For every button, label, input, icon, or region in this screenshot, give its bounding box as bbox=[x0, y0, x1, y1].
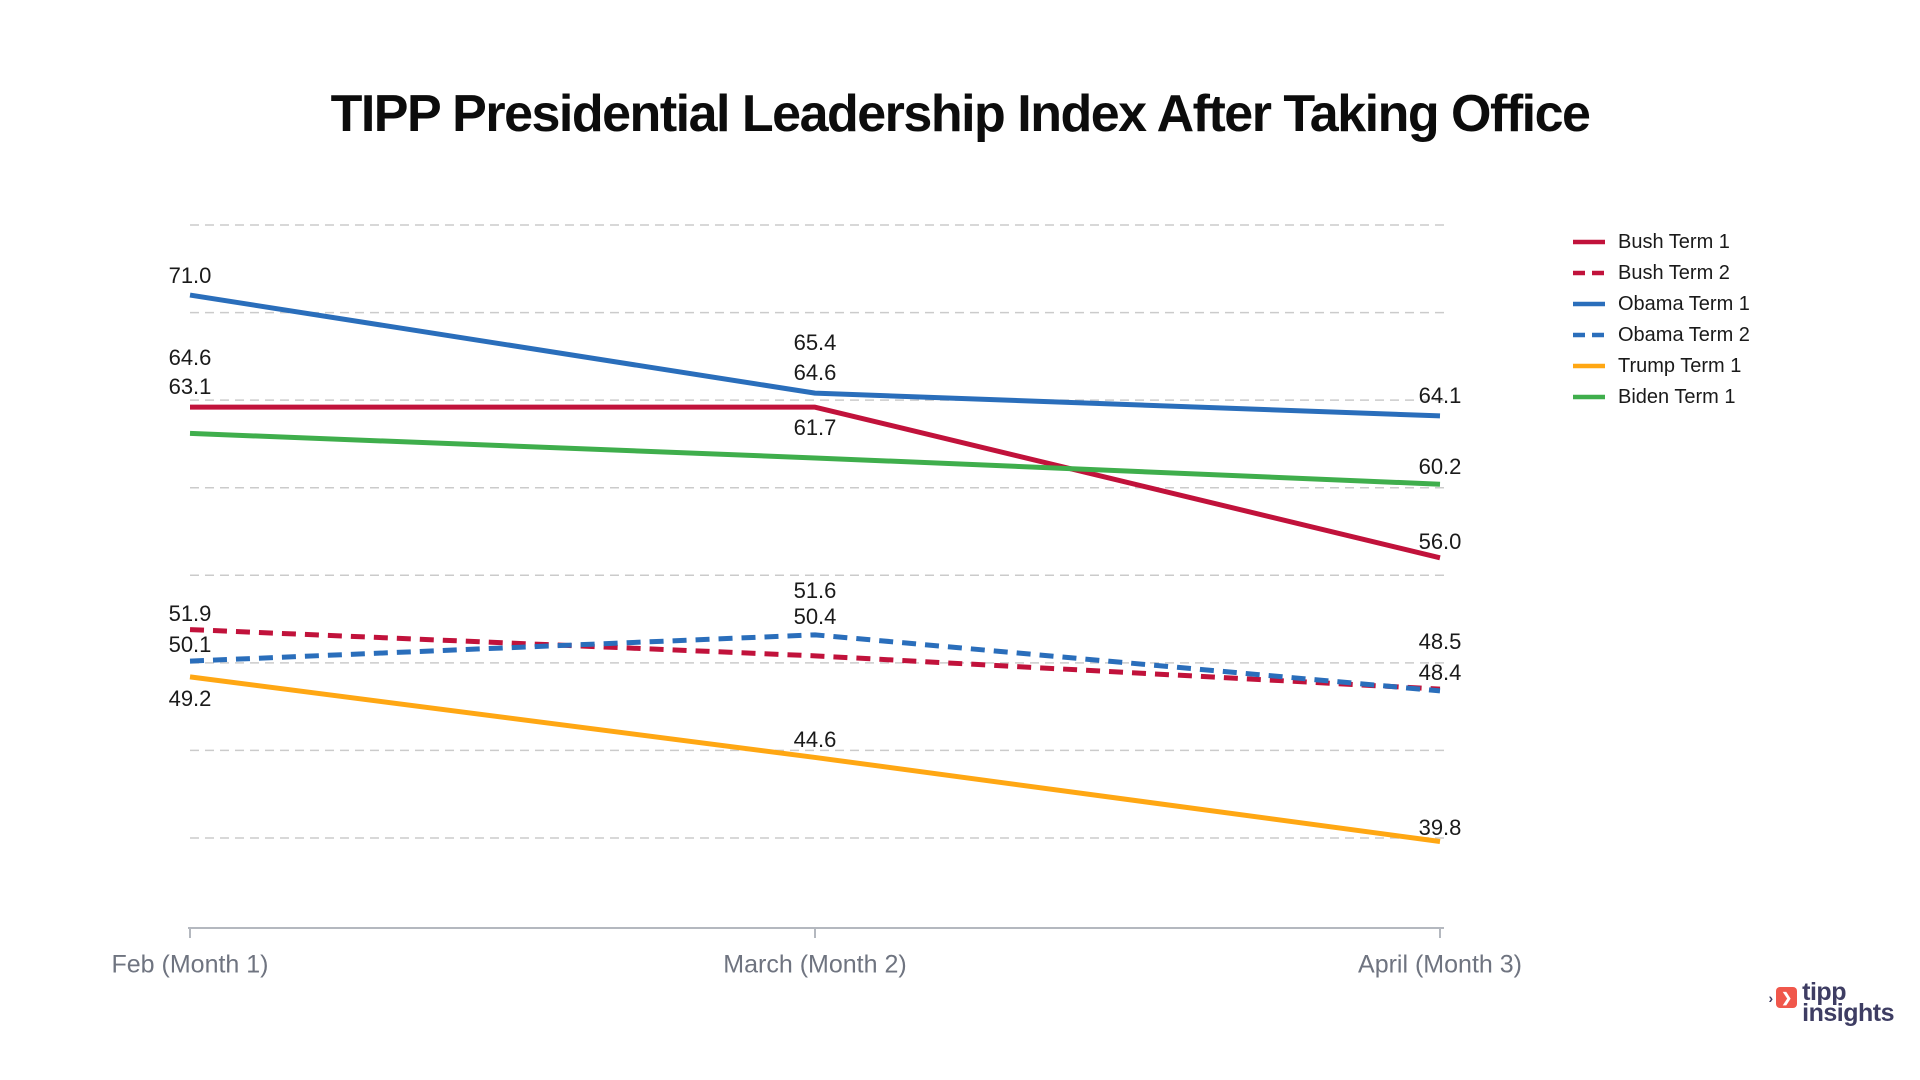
value-label-bush-term-2-1: 50.4 bbox=[793, 603, 837, 629]
value-label-bush-term-2-0: 51.9 bbox=[168, 600, 212, 626]
value-label-biden-term-1-1: 61.7 bbox=[793, 414, 837, 440]
value-label-obama-term-2-0: 50.1 bbox=[168, 632, 212, 658]
legend-item-bush-term-2: Bush Term 2 bbox=[1572, 261, 1750, 285]
legend-item-trump-term-1: Trump Term 1 bbox=[1572, 354, 1750, 378]
legend-swatch-icon bbox=[1573, 270, 1605, 276]
series-line-bush-term-2 bbox=[189, 627, 1441, 692]
value-label-obama-term-1-1: 65.4 bbox=[793, 330, 837, 356]
legend-label: Bush Term 1 bbox=[1618, 230, 1730, 253]
logo-word-tipp: tipp bbox=[1802, 978, 1846, 1006]
logo-arrow-icon: ❯ bbox=[1776, 987, 1798, 1008]
legend-item-obama-term-2: Obama Term 2 bbox=[1572, 323, 1750, 347]
legend-item-obama-term-1: Obama Term 1 bbox=[1572, 292, 1750, 316]
x-axis-label-1: March (Month 2) bbox=[723, 950, 907, 979]
series-line-bush-term-1 bbox=[190, 404, 1441, 561]
legend-swatch-icon bbox=[1573, 394, 1605, 400]
logo-spark-icon: › bbox=[1768, 990, 1772, 1006]
value-label-trump-term-1-2: 39.8 bbox=[1418, 814, 1462, 840]
value-label-obama-term-1-2: 64.1 bbox=[1418, 382, 1462, 408]
series-line-trump-term-1 bbox=[189, 674, 1441, 844]
legend-swatch-icon bbox=[1573, 363, 1605, 369]
chart-title: TIPP Presidential Leadership Index After… bbox=[330, 85, 1591, 143]
value-label-bush-term-1-2: 56.0 bbox=[1418, 528, 1462, 554]
x-axis-label-0: Feb (Month 1) bbox=[111, 950, 269, 979]
value-label-obama-term-2-2: 48.4 bbox=[1418, 659, 1462, 685]
legend-item-biden-term-1: Biden Term 1 bbox=[1572, 385, 1750, 409]
series-line-obama-term-2 bbox=[189, 632, 1441, 694]
series-line-obama-term-1 bbox=[189, 292, 1441, 419]
legend: Bush Term 1 Bush Term 2 Obama Term 1 Obama … bbox=[1572, 230, 1750, 409]
x-axis-label-2: April (Month 3) bbox=[1358, 950, 1522, 979]
legend-swatch-icon bbox=[1573, 332, 1605, 338]
value-label-obama-term-1-0: 71.0 bbox=[168, 263, 212, 289]
value-label-bush-term-1-0: 64.6 bbox=[168, 345, 212, 371]
legend-label: Trump Term 1 bbox=[1618, 354, 1742, 377]
value-label-biden-term-1-2: 60.2 bbox=[1418, 454, 1462, 480]
value-label-bush-term-1-1: 64.6 bbox=[793, 360, 837, 386]
legend-label: Biden Term 1 bbox=[1618, 385, 1736, 408]
logo-wordmark: tipp insights bbox=[1802, 978, 1894, 1027]
legend-swatch-icon bbox=[1573, 239, 1605, 245]
legend-label: Obama Term 1 bbox=[1618, 292, 1750, 315]
legend-item-bush-term-1: Bush Term 1 bbox=[1572, 230, 1750, 254]
value-label-trump-term-1-1: 44.6 bbox=[793, 727, 837, 753]
legend-label: Obama Term 2 bbox=[1618, 323, 1750, 346]
legend-label: Bush Term 2 bbox=[1618, 261, 1730, 284]
legend-swatch-icon bbox=[1573, 301, 1605, 307]
tipp-insights-logo: › ❯ tipp insights bbox=[1768, 978, 1894, 1027]
series-line-biden-term-1 bbox=[189, 430, 1441, 487]
value-label-bush-term-2-2: 48.5 bbox=[1418, 629, 1462, 655]
logo-word-insights: insights bbox=[1802, 999, 1894, 1027]
value-label-obama-term-2-1: 51.6 bbox=[793, 577, 837, 603]
value-label-biden-term-1-0: 63.1 bbox=[168, 374, 212, 400]
value-label-trump-term-1-0: 49.2 bbox=[168, 685, 212, 711]
